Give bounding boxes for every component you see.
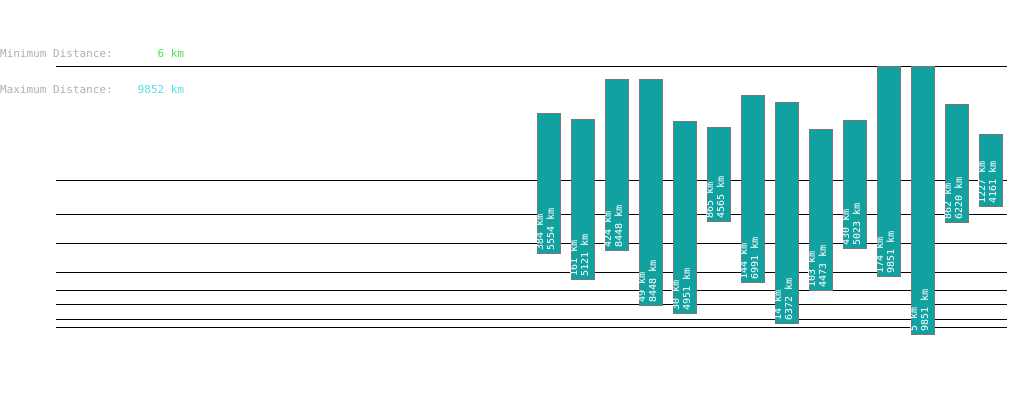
bar-min-label: 103 km xyxy=(807,251,818,287)
bar-min-label: 862 km xyxy=(943,183,954,219)
range-bar: 103 km 4473 km xyxy=(807,129,833,291)
range-bar: 1227 km 4161 km xyxy=(977,134,1003,207)
min-distance-row: Minimum Distance: 6 km xyxy=(0,48,184,60)
range-bar: 865 km 4565 km xyxy=(705,127,731,222)
bar-max-label: 9851 km xyxy=(886,231,897,273)
bar-rect xyxy=(843,120,867,249)
bar-rect xyxy=(571,119,595,280)
range-bar: 144 km 6991 km xyxy=(739,95,765,283)
bar-rect xyxy=(673,121,697,314)
bar-min-label: 144 km xyxy=(739,243,750,279)
range-bar: 5 km 9851 km xyxy=(909,66,935,335)
max-distance-value: 9852 km xyxy=(137,83,184,96)
bar-max-label: 6220 km xyxy=(954,177,965,219)
bar-rect xyxy=(979,134,1003,207)
bar-max-label: 5121 km xyxy=(580,234,591,276)
bar-rect xyxy=(809,129,833,291)
bar-rect xyxy=(707,127,731,222)
range-bar: 30 km 4951 km xyxy=(671,121,697,314)
bar-min-label: 14 km xyxy=(773,290,784,320)
bar-rect xyxy=(945,104,969,223)
range-bar: 49 km 8448 km xyxy=(637,79,663,306)
bar-rect xyxy=(741,95,765,283)
bar-min-label: 865 km xyxy=(705,182,716,218)
bar-rect xyxy=(605,79,629,251)
bar-rect xyxy=(639,79,663,306)
bar-min-label: 5 km xyxy=(909,307,920,331)
range-bar: 174 km 9851 km xyxy=(875,66,901,277)
range-bar: 430 km 5023 km xyxy=(841,120,867,249)
range-bar: 424 km 8448 km xyxy=(603,79,629,251)
bar-rect xyxy=(877,66,901,277)
range-bar: 862 km 6220 km xyxy=(943,104,969,223)
bar-min-label: 424 km xyxy=(603,211,614,247)
bar-min-label: 430 km xyxy=(841,209,852,245)
bar-max-label: 6991 km xyxy=(750,237,761,279)
bar-max-label: 6372 km xyxy=(784,278,795,320)
bar-max-label: 4951 km xyxy=(682,268,693,310)
bar-max-label: 5023 km xyxy=(852,203,863,245)
bar-rect xyxy=(537,113,561,254)
bar-max-label: 4565 km xyxy=(716,176,727,218)
bar-rect xyxy=(775,102,799,324)
range-bar: 161 km 5121 km xyxy=(569,119,595,280)
max-distance-label: Maximum Distance: xyxy=(0,83,113,96)
distance-summary: Minimum Distance: 6 km Maximum Distance: 9… xyxy=(0,24,184,108)
bar-max-label: 8448 km xyxy=(648,260,659,302)
bar-max-label: 4161 km xyxy=(988,161,999,203)
bar-min-label: 384 km xyxy=(535,214,546,250)
bar-max-label: 4473 km xyxy=(818,245,829,287)
bar-min-label: 1227 km xyxy=(977,161,988,203)
bar-rect xyxy=(911,66,935,335)
min-distance-label: Minimum Distance: xyxy=(0,47,113,60)
max-distance-row: Maximum Distance: 9852 km xyxy=(0,84,184,96)
bar-min-label: 30 km xyxy=(671,280,682,310)
min-distance-value: 6 km xyxy=(157,47,185,60)
range-bar: 14 km 6372 km xyxy=(773,102,799,324)
bar-max-label: 9851 km xyxy=(920,289,931,331)
bar-min-label: 174 km xyxy=(875,237,886,273)
bar-min-label: 161 km xyxy=(569,240,580,276)
range-bar: 384 km 5554 km xyxy=(535,113,561,254)
bar-max-label: 8448 km xyxy=(614,205,625,247)
bar-min-label: 49 km xyxy=(637,272,648,302)
bar-max-label: 5554 km xyxy=(546,208,557,250)
